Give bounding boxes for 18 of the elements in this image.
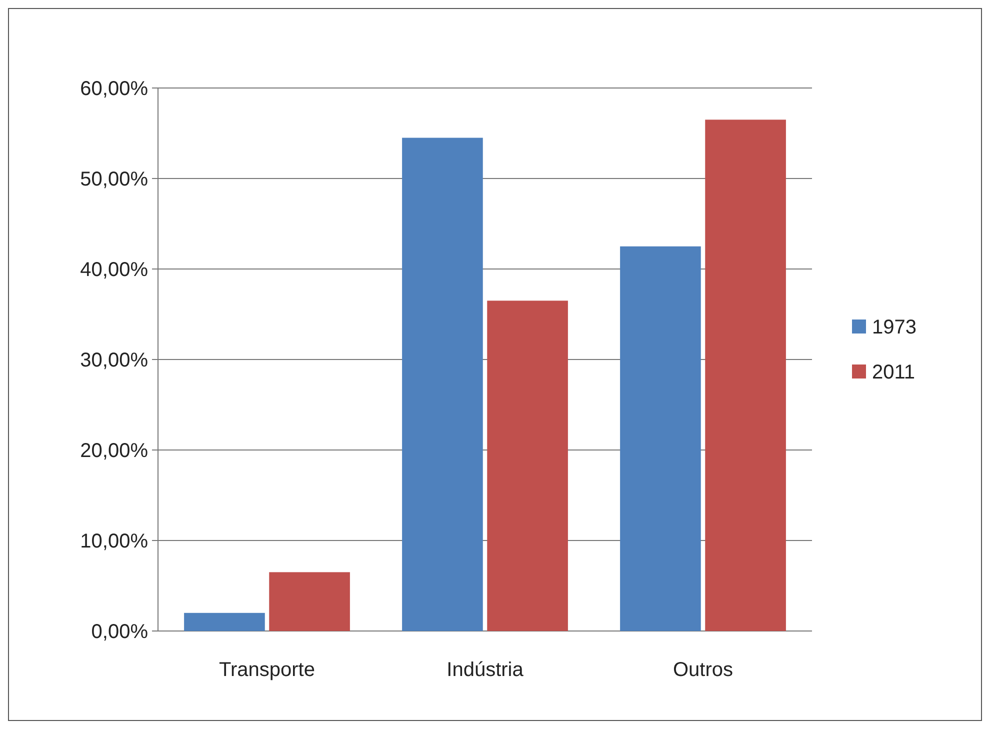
bar — [402, 138, 483, 631]
x-tick-label: Outros — [672, 659, 734, 681]
bar — [487, 300, 568, 631]
legend-label: 1973 — [872, 316, 916, 338]
y-tick-label: 10,00% — [80, 530, 148, 552]
y-tick-label: 30,00% — [80, 350, 148, 372]
bar — [705, 120, 786, 631]
x-tick-label: Transporte — [219, 659, 315, 681]
y-tick-label: 50,00% — [80, 168, 148, 190]
x-tick-label: Indústria — [446, 659, 524, 681]
bar — [184, 612, 265, 631]
legend-label: 2011 — [872, 362, 916, 384]
y-tick-label: 40,00% — [80, 259, 148, 281]
y-tick-label: 20,00% — [80, 440, 148, 462]
bar — [620, 246, 701, 631]
bar — [269, 572, 350, 631]
y-tick-label: 60,00% — [80, 78, 148, 100]
y-tick-label: 0,00% — [91, 621, 148, 643]
